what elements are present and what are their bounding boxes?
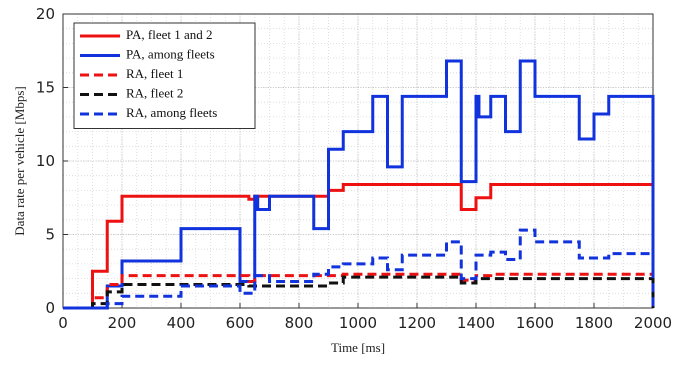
legend-label: PA, among fleets bbox=[126, 46, 215, 61]
y-tick-label: 20 bbox=[36, 5, 55, 23]
x-tick-label: 800 bbox=[285, 314, 314, 332]
x-tick-label: 200 bbox=[108, 314, 137, 332]
x-tick-label: 400 bbox=[167, 314, 196, 332]
x-tick-label: 0 bbox=[58, 314, 68, 332]
x-tick-label: 1600 bbox=[516, 314, 554, 332]
x-tick-label: 1200 bbox=[398, 314, 436, 332]
legend-label: RA, fleet 2 bbox=[126, 85, 183, 100]
series-line bbox=[63, 228, 655, 310]
y-tick-label: 0 bbox=[45, 299, 55, 317]
legend-box bbox=[73, 22, 256, 129]
x-tick-label: 600 bbox=[226, 314, 255, 332]
legend-label: PA, fleet 1 and 2 bbox=[126, 27, 213, 42]
legend-label: RA, among fleets bbox=[126, 105, 217, 120]
x-tick-label: 1400 bbox=[457, 314, 495, 332]
x-tick-label: 2000 bbox=[634, 314, 672, 332]
series-line bbox=[63, 59, 655, 310]
x-tick-label: 1000 bbox=[339, 314, 377, 332]
y-tick-label: 15 bbox=[36, 79, 55, 97]
y-tick-label: 10 bbox=[36, 152, 55, 170]
x-axis-label: Time [ms] bbox=[331, 340, 385, 355]
x-tick-label: 1800 bbox=[575, 314, 613, 332]
legend-label: RA, fleet 1 bbox=[126, 66, 183, 81]
y-tick-label: 5 bbox=[45, 226, 55, 244]
legend: PA, fleet 1 and 2 PA, among fleets RA, fle… bbox=[73, 22, 256, 129]
y-axis-label: Data rate per vehicle [Mbps] bbox=[12, 86, 27, 235]
